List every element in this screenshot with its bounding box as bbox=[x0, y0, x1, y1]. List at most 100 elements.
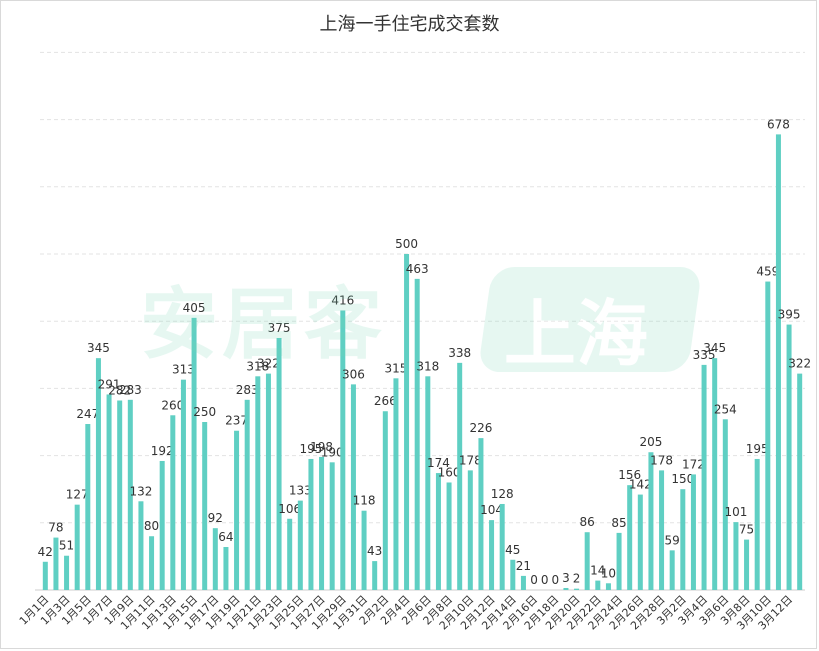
bar bbox=[648, 452, 654, 590]
bar bbox=[510, 559, 516, 590]
bar bbox=[212, 528, 218, 590]
bar bbox=[446, 482, 452, 590]
data-label: 127 bbox=[66, 488, 89, 502]
data-label: 172 bbox=[682, 457, 705, 471]
bar bbox=[701, 364, 707, 590]
bar bbox=[733, 522, 739, 590]
data-label: 85 bbox=[611, 516, 626, 530]
data-label: 338 bbox=[448, 346, 471, 360]
data-label: 51 bbox=[59, 539, 74, 553]
bar bbox=[595, 580, 601, 590]
data-label: 59 bbox=[665, 533, 680, 547]
bar bbox=[605, 583, 611, 590]
data-label: 254 bbox=[714, 402, 737, 416]
bar bbox=[499, 503, 505, 590]
bar bbox=[786, 324, 792, 590]
bar bbox=[255, 376, 261, 590]
data-label: 92 bbox=[208, 511, 223, 525]
data-label: 226 bbox=[469, 421, 492, 435]
bar bbox=[95, 358, 101, 590]
bar bbox=[53, 537, 59, 590]
data-label: 133 bbox=[289, 484, 312, 498]
data-label: 42 bbox=[38, 545, 53, 559]
data-label: 118 bbox=[353, 494, 376, 508]
data-label: 416 bbox=[331, 293, 354, 307]
data-label: 500 bbox=[395, 237, 418, 251]
bar bbox=[489, 520, 495, 590]
bar bbox=[191, 317, 197, 590]
bar bbox=[308, 458, 314, 590]
data-label: 345 bbox=[87, 341, 110, 355]
data-label: 283 bbox=[119, 383, 142, 397]
bar bbox=[159, 460, 165, 590]
data-label: 335 bbox=[693, 348, 716, 362]
data-label: 0 bbox=[530, 573, 538, 587]
bar bbox=[127, 399, 133, 590]
bar bbox=[85, 424, 91, 590]
data-label: 260 bbox=[161, 398, 184, 412]
data-label: 306 bbox=[342, 367, 365, 381]
data-label: 318 bbox=[246, 359, 269, 373]
data-label: 64 bbox=[218, 530, 233, 544]
data-label: 178 bbox=[650, 453, 673, 467]
data-label: 283 bbox=[236, 383, 259, 397]
data-label: 313 bbox=[172, 363, 195, 377]
bar bbox=[138, 501, 144, 590]
data-label: 190 bbox=[321, 445, 344, 459]
bar bbox=[680, 489, 686, 590]
bar bbox=[180, 379, 186, 590]
data-label: 395 bbox=[778, 308, 801, 322]
bar bbox=[712, 358, 718, 590]
bar bbox=[382, 411, 388, 590]
data-label: 75 bbox=[739, 523, 754, 537]
bar bbox=[319, 456, 325, 590]
bar bbox=[627, 485, 633, 590]
bar bbox=[574, 588, 580, 590]
data-label: 247 bbox=[76, 407, 99, 421]
bar bbox=[435, 473, 441, 590]
data-label: 205 bbox=[639, 435, 662, 449]
data-label: 322 bbox=[257, 357, 280, 371]
bar bbox=[393, 378, 399, 590]
bar bbox=[690, 474, 696, 590]
bar bbox=[117, 400, 123, 590]
bar bbox=[372, 561, 378, 590]
data-label: 2 bbox=[573, 572, 581, 586]
bar bbox=[170, 415, 176, 590]
data-label: 237 bbox=[225, 414, 248, 428]
bar bbox=[659, 470, 665, 590]
bar bbox=[457, 362, 463, 590]
bar bbox=[361, 510, 367, 590]
data-label: 282 bbox=[108, 383, 131, 397]
bar bbox=[149, 536, 155, 590]
bar bbox=[722, 419, 728, 590]
bar bbox=[276, 338, 282, 590]
data-label: 3 bbox=[562, 571, 570, 585]
data-label: 104 bbox=[480, 503, 503, 517]
data-label: 156 bbox=[618, 468, 641, 482]
bar bbox=[329, 462, 335, 590]
data-label: 10 bbox=[601, 566, 616, 580]
bar bbox=[223, 546, 229, 590]
bar bbox=[775, 134, 781, 590]
data-label: 178 bbox=[459, 453, 482, 467]
bar bbox=[797, 373, 803, 590]
bar bbox=[754, 458, 760, 590]
data-label: 142 bbox=[629, 478, 652, 492]
data-label: 192 bbox=[151, 444, 174, 458]
data-label: 150 bbox=[671, 472, 694, 486]
data-label: 678 bbox=[767, 117, 790, 131]
data-label: 0 bbox=[551, 573, 559, 587]
bar bbox=[669, 550, 675, 590]
data-label: 375 bbox=[268, 321, 291, 335]
bar bbox=[106, 394, 112, 590]
bar bbox=[244, 399, 250, 590]
bar bbox=[340, 310, 346, 590]
bar bbox=[520, 575, 526, 590]
data-label: 318 bbox=[416, 359, 439, 373]
data-label: 80 bbox=[144, 519, 159, 533]
bar bbox=[74, 504, 80, 590]
data-label: 291 bbox=[98, 377, 121, 391]
bar bbox=[765, 281, 771, 590]
